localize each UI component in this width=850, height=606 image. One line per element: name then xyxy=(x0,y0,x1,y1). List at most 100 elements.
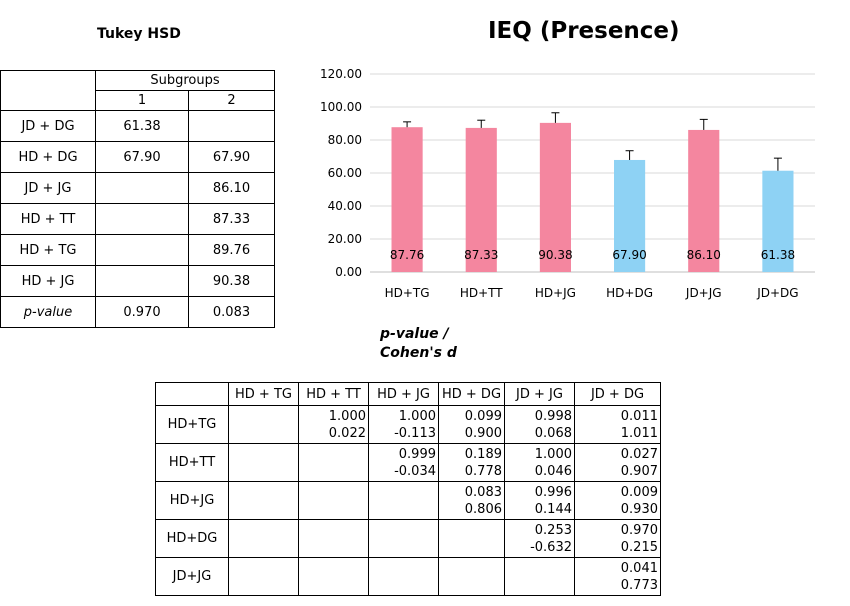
pairwise-cell xyxy=(298,443,369,482)
pairwise-cell: 0.253 -0.632 xyxy=(504,519,575,558)
tukey-cell xyxy=(188,110,275,142)
pairwise-cell xyxy=(228,519,299,558)
tukey-cell: 89.76 xyxy=(188,234,275,266)
pairwise-label-line1: p-value / xyxy=(380,326,449,342)
cohens-d: 0.900 xyxy=(464,425,502,441)
tukey-col-1: 1 xyxy=(95,90,189,111)
pairwise-cell xyxy=(298,519,369,558)
pairwise-col-header: JD + JG xyxy=(504,382,575,406)
pairwise-cell xyxy=(228,557,299,596)
tukey-cell: 87.33 xyxy=(188,203,275,235)
pairwise-col-header: JD + DG xyxy=(574,382,661,406)
pairwise-cell: 0.996 0.144 xyxy=(504,481,575,520)
p-value: 1.000 xyxy=(398,408,436,424)
pairwise-cell: 0.970 0.215 xyxy=(574,519,661,558)
pairwise-cell: 0.041 0.773 xyxy=(574,557,661,596)
tukey-row-label: JD + DG xyxy=(0,110,96,142)
pairwise-corner xyxy=(155,382,229,406)
cohens-d: 0.806 xyxy=(464,501,502,517)
p-value: 0.970 xyxy=(620,522,658,538)
p-value: 0.099 xyxy=(464,408,502,424)
tukey-table: Subgroups 1 2 JD + DG 61.38 HD + DG 67.9… xyxy=(0,70,275,328)
cohens-d: -0.113 xyxy=(394,425,436,441)
pairwise-cell: 0.083 0.806 xyxy=(438,481,505,520)
cohens-d: 1.011 xyxy=(620,425,658,441)
cohens-d: 0.930 xyxy=(620,501,658,517)
cohens-d: 0.046 xyxy=(534,463,572,479)
cohens-d: 0.773 xyxy=(620,577,658,593)
pairwise-cell xyxy=(368,481,439,520)
data-label: 86.10 xyxy=(687,248,721,262)
tukey-title: Tukey HSD xyxy=(97,26,181,42)
tukey-cell: 61.38 xyxy=(95,110,189,142)
pairwise-cell xyxy=(438,557,505,596)
pairwise-table: HD + TG HD + TT HD + JG HD + DG JD + JG … xyxy=(155,382,661,596)
bar xyxy=(391,127,423,272)
p-value: 0.999 xyxy=(398,446,436,462)
pairwise-col-header: HD + DG xyxy=(438,382,505,406)
pairwise-col-header: HD + TG xyxy=(228,382,299,406)
bar xyxy=(688,129,720,272)
tukey-row-label: HD + TT xyxy=(0,203,96,235)
pairwise-cell xyxy=(298,481,369,520)
tukey-row-label: HD + TG xyxy=(0,234,96,266)
pairwise-col-header: HD + JG xyxy=(368,382,439,406)
y-tick-label: 40.00 xyxy=(328,199,362,213)
tukey-cell: 67.90 xyxy=(95,141,189,173)
pairwise-header-row: HD + TG HD + TT HD + JG HD + DG JD + JG … xyxy=(155,382,661,406)
p-value: 1.000 xyxy=(534,446,572,462)
pairwise-cell: 0.189 0.778 xyxy=(438,443,505,482)
table-row: HD + TT 87.33 xyxy=(0,203,275,235)
pairwise-cell xyxy=(228,405,299,444)
tukey-cell xyxy=(95,234,189,266)
pairwise-row-label: JD+JG xyxy=(155,557,229,596)
pairwise-row-label: HD+TG xyxy=(155,405,229,444)
data-label: 67.90 xyxy=(612,248,646,262)
x-tick-label: JD+DG xyxy=(756,286,798,300)
data-label: 61.38 xyxy=(761,248,795,262)
cohens-d: 0.907 xyxy=(620,463,658,479)
tukey-cell: 0.083 xyxy=(188,296,275,328)
pairwise-cell xyxy=(228,443,299,482)
tukey-cell xyxy=(95,203,189,235)
table-row: HD + JG 90.38 xyxy=(0,265,275,297)
chart-title: IEQ (Presence) xyxy=(488,18,680,44)
tukey-row-label: HD + JG xyxy=(0,265,96,297)
pairwise-cell xyxy=(504,557,575,596)
tukey-cell: 90.38 xyxy=(188,265,275,297)
pairwise-row-label: HD+JG xyxy=(155,481,229,520)
p-value: 0.998 xyxy=(534,408,572,424)
table-row: HD+JG 0.083 0.806 0.996 0.144 0.009 0.930 xyxy=(155,481,661,520)
cohens-d: 0.215 xyxy=(620,539,658,555)
pairwise-col-header: HD + TT xyxy=(298,382,369,406)
table-row: JD + DG 61.38 xyxy=(0,110,275,142)
pairwise-cell xyxy=(298,557,369,596)
table-row: p-value 0.970 0.083 xyxy=(0,296,275,328)
bar xyxy=(465,127,497,272)
data-label: 87.33 xyxy=(464,248,498,262)
bar xyxy=(614,159,646,272)
y-tick-label: 100.00 xyxy=(320,100,362,114)
pairwise-cell: 0.009 0.930 xyxy=(574,481,661,520)
p-value: 0.083 xyxy=(464,484,502,500)
y-tick-label: 80.00 xyxy=(328,133,362,147)
p-value: 0.253 xyxy=(534,522,572,538)
tukey-subgroups-header: Subgroups xyxy=(95,70,275,91)
table-row: HD + TG 89.76 xyxy=(0,234,275,266)
pairwise-label: p-value / Cohen's d xyxy=(380,325,457,363)
pairwise-cell xyxy=(228,481,299,520)
pairwise-cell xyxy=(368,519,439,558)
pairwise-cell: 0.011 1.011 xyxy=(574,405,661,444)
cohens-d: 0.068 xyxy=(534,425,572,441)
x-tick-label: HD+JG xyxy=(535,286,576,300)
tukey-cell: 86.10 xyxy=(188,172,275,204)
pairwise-cell: 0.027 0.907 xyxy=(574,443,661,482)
p-value: 0.189 xyxy=(464,446,502,462)
y-tick-label: 0.00 xyxy=(335,265,362,279)
table-row: JD + JG 86.10 xyxy=(0,172,275,204)
pairwise-cell: 0.998 0.068 xyxy=(504,405,575,444)
bar-chart: 0.00 20.00 40.00 60.00 80.00 100.00 120.00 87.7… xyxy=(320,67,815,300)
y-tick-label: 120.00 xyxy=(320,67,362,81)
table-row: HD + DG 67.90 67.90 xyxy=(0,141,275,173)
p-value: 1.000 xyxy=(328,408,366,424)
